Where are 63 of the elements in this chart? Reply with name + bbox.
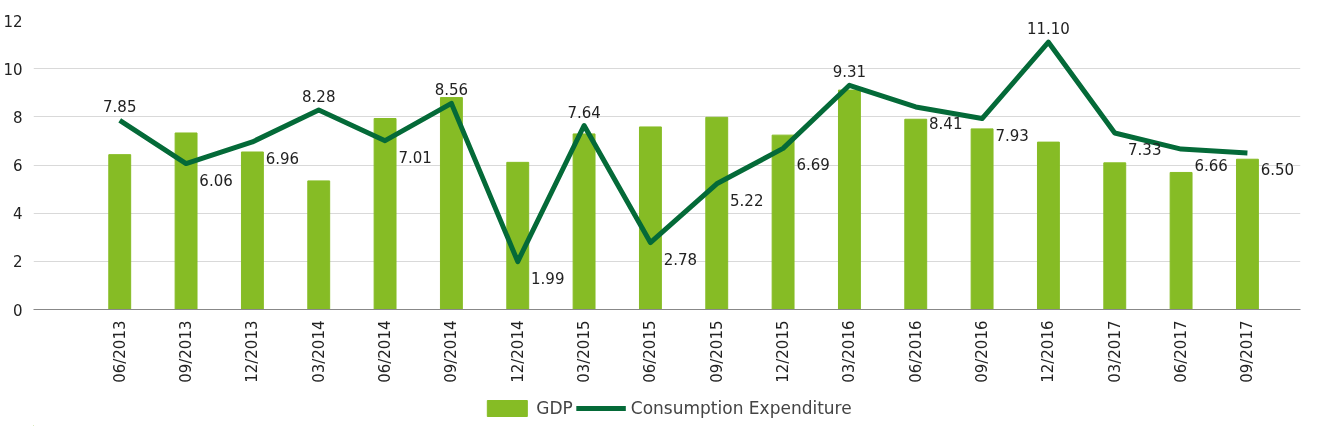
- x-tick-label: 09/2014: [442, 320, 461, 383]
- data-label: 6.50: [1260, 160, 1295, 179]
- data-label: 7.93: [995, 126, 1029, 145]
- bar: [1169, 171, 1193, 310]
- bar: [572, 133, 596, 310]
- legend-label: GDP: [536, 397, 573, 418]
- bar: [307, 180, 331, 310]
- y-tick-label: 10: [3, 60, 23, 79]
- bar: [174, 132, 198, 310]
- bar: [705, 116, 729, 310]
- bar: [439, 97, 463, 310]
- x-tick-label: 06/2017: [1172, 320, 1191, 383]
- data-label: 7.64: [567, 103, 601, 122]
- y-tick-label: 6: [12, 157, 23, 175]
- x-tick-label: 09/2013: [177, 320, 196, 383]
- bar: [837, 89, 861, 310]
- x-tick-label: 12/2016: [1039, 320, 1058, 383]
- bar: [904, 118, 928, 310]
- x-tick-label: 06/2013: [110, 320, 129, 383]
- bar: [108, 154, 132, 310]
- data-label: 7.01: [398, 148, 432, 167]
- data-label: 6.06: [199, 171, 233, 190]
- data-label: 5.22: [730, 191, 764, 210]
- data-label: 6.66: [1194, 157, 1228, 176]
- x-tick-label: 06/2014: [376, 320, 395, 383]
- data-label: 7.85: [103, 98, 137, 117]
- x-tick-label: 03/2017: [1105, 320, 1124, 383]
- data-label: 9.31: [832, 63, 867, 82]
- y-tick-label: 0: [12, 301, 23, 320]
- x-tick-label: 09/2015: [707, 320, 726, 383]
- x-tick-label: 09/2016: [973, 320, 992, 383]
- y-tick-label: 2: [12, 253, 23, 272]
- data-label: 2.78: [663, 250, 698, 269]
- data-label: 8.56: [434, 81, 469, 100]
- x-tick-label: 12/2015: [774, 320, 793, 383]
- x-tick-label: 03/2015: [575, 320, 594, 383]
- bar: [240, 151, 264, 310]
- bar: [970, 128, 994, 310]
- x-tick-label: 09/2017: [1238, 320, 1257, 383]
- x-tick-label: 06/2016: [906, 320, 925, 383]
- data-label: 7.33: [1128, 140, 1162, 159]
- data-label: 11.10: [1026, 20, 1070, 39]
- bar: [1103, 162, 1127, 310]
- data-label: 8.41: [929, 114, 963, 133]
- bar: [1036, 141, 1060, 310]
- bar: [1235, 158, 1259, 310]
- data-label: 6.69: [796, 156, 830, 175]
- data-label: 8.28: [302, 88, 336, 107]
- x-tick-label: 06/2015: [641, 320, 660, 383]
- bar: [506, 161, 530, 310]
- bar: [373, 118, 397, 310]
- y-tick-label: 12: [3, 12, 23, 31]
- data-label: 1.99: [531, 269, 565, 288]
- x-tick-label: 03/2016: [840, 320, 859, 383]
- bar: [771, 134, 795, 310]
- x-tick-label: 12/2014: [508, 320, 527, 383]
- x-tick-label: 12/2013: [243, 320, 262, 383]
- data-label: 6.96: [265, 149, 300, 168]
- y-tick-label: 8: [12, 108, 23, 127]
- x-tick-label: 03/2014: [309, 320, 328, 383]
- y-tick-label: 4: [12, 205, 23, 224]
- bar: [638, 126, 662, 310]
- legend-label: Consumption Expenditure: [630, 397, 852, 418]
